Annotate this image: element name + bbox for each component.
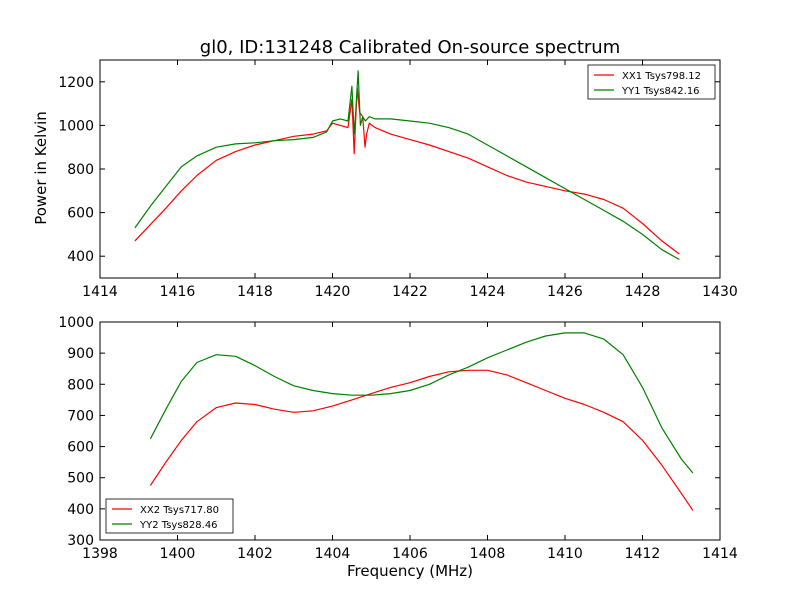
bottom-chart-x-tick-label: 1406 <box>392 546 428 562</box>
top-chart-x-tick-label: 1416 <box>160 284 196 300</box>
top-chart-x-tick-label: 1430 <box>702 284 738 300</box>
top-chart-legend-box <box>587 64 716 100</box>
bottom-chart-legend-label-1: XX2 Tsys717.80 <box>140 505 219 516</box>
bottom-chart-legend-box <box>105 498 234 534</box>
top-chart-x-tick-label: 1422 <box>392 284 428 300</box>
top-chart-x-tick-label: 1424 <box>470 284 506 300</box>
bottom-chart-x-tick-label: 1398 <box>82 546 118 562</box>
bottom-chart-series-line-2 <box>149 332 694 474</box>
top-chart-y-tick-label: 1200 <box>58 75 94 91</box>
top-chart-legend: XX1 Tsys798.12 YY1 Tsys842.16 <box>587 64 716 100</box>
bottom-chart-y-tick-label: 700 <box>67 408 94 424</box>
top-chart-x-tick-label: 1420 <box>315 284 351 300</box>
top-chart-x-tick-label: 1414 <box>82 284 118 300</box>
bottom-chart-y-tick-label: 500 <box>67 471 94 487</box>
bottom-chart-y-tick-label: 300 <box>67 533 94 549</box>
bottom-chart-x-tick-label: 1408 <box>470 546 506 562</box>
top-chart-title: gl0, ID:131248 Calibrated On-source spec… <box>200 37 620 58</box>
top-chart-x-tick-label: 1426 <box>547 284 583 300</box>
top-chart-y-tick-label: 800 <box>67 162 94 178</box>
bottom-chart: 1398 1400 1402 1404 1406 1408 1410 1412 1414 300 4… <box>58 315 738 562</box>
bottom-chart-y-tick-label: 1000 <box>58 315 94 331</box>
bottom-chart-x-axis-label: Frequency (MHz) <box>347 562 473 580</box>
bottom-chart-y-tick-label: 400 <box>67 502 94 518</box>
top-chart: 1414 1416 1418 1420 1422 1424 1426 1428 1430 400 6… <box>58 59 738 300</box>
top-chart-legend-label-2: YY1 Tsys842.16 <box>621 86 700 97</box>
bottom-chart-x-tick-label: 1410 <box>547 546 583 562</box>
bottom-chart-x-tick-label: 1402 <box>237 546 273 562</box>
bottom-chart-y-tick-label: 600 <box>67 440 94 456</box>
bottom-chart-x-tick-label: 1412 <box>625 546 661 562</box>
bottom-chart-x-tick-label: 1404 <box>315 546 351 562</box>
top-chart-y-tick-label: 400 <box>67 249 94 265</box>
top-chart-y-tick-label: 1000 <box>58 118 94 134</box>
bottom-chart-legend-label-2: YY2 Tsys828.46 <box>139 520 218 531</box>
top-chart-legend-label-1: XX1 Tsys798.12 <box>622 71 701 82</box>
top-chart-x-tick-label: 1428 <box>625 284 661 300</box>
bottom-chart-y-tick-label: 900 <box>67 346 94 362</box>
bottom-chart-legend: XX2 Tsys717.80 YY2 Tsys828.46 <box>105 498 234 534</box>
top-chart-y-axis-label: Power in Kelvin <box>32 111 50 225</box>
bottom-chart-series-line-1 <box>149 369 694 511</box>
top-chart-series-line-2 <box>134 70 680 261</box>
top-chart-y-tick-label: 600 <box>67 206 94 222</box>
bottom-chart-x-tick-label: 1400 <box>160 546 196 562</box>
bottom-chart-y-tick-label: 800 <box>67 377 94 393</box>
bottom-chart-x-tick-label: 1414 <box>702 546 738 562</box>
top-chart-x-tick-label: 1418 <box>237 284 273 300</box>
